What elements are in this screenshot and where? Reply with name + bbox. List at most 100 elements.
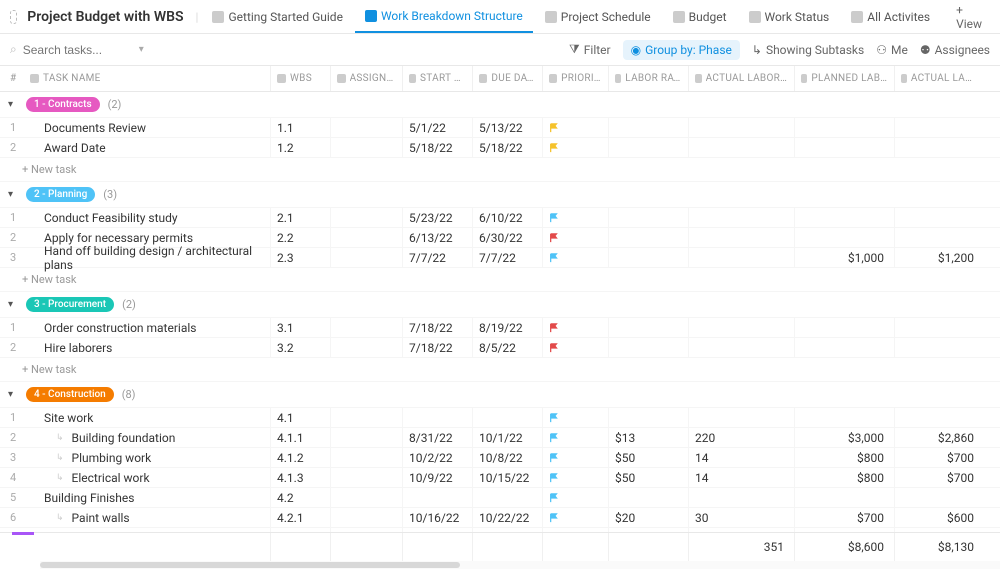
task-row[interactable]: 5Building Finishes4.2 (0, 488, 1000, 508)
cell-wbs[interactable]: 4.2 (270, 488, 330, 507)
cell-rate[interactable] (608, 248, 688, 267)
groupby-button[interactable]: ◉Group by: Phase (623, 40, 740, 60)
group-header[interactable]: ▾3 - Procurement(2) (0, 292, 1000, 318)
col-actual[interactable]: ACTUAL LABOR COST (894, 66, 984, 91)
chevron-down-icon[interactable]: ▾ (8, 99, 18, 110)
task-name[interactable]: Conduct Feasibility study (22, 211, 270, 225)
cell-start[interactable]: 10/16/22 (402, 508, 472, 527)
task-row[interactable]: 3Hand off building design / architectura… (0, 248, 1000, 268)
new-task-button[interactable]: + New task (0, 158, 1000, 182)
cell-due[interactable] (472, 408, 542, 427)
task-row[interactable]: 4↳Electrical work4.1.310/9/2210/15/22$50… (0, 468, 1000, 488)
cell-priority[interactable] (542, 508, 608, 527)
group-header[interactable]: ▾2 - Planning(3) (0, 182, 1000, 208)
cell-actual[interactable]: $700 (894, 468, 984, 487)
cell-wbs[interactable]: 4.1.1 (270, 428, 330, 447)
cell-due[interactable]: 6/10/22 (472, 208, 542, 227)
cell-planned[interactable] (794, 408, 894, 427)
cell-rate[interactable]: $20 (608, 508, 688, 527)
cell-start[interactable] (402, 408, 472, 427)
cell-rate[interactable] (608, 118, 688, 137)
cell-hours[interactable] (688, 138, 794, 157)
cell-actual[interactable] (894, 138, 984, 157)
task-name[interactable]: Award Date (22, 141, 270, 155)
cell-assignee[interactable] (330, 318, 402, 337)
group-header[interactable]: ▾1 - Contracts(2) (0, 92, 1000, 118)
me-button[interactable]: ⚇Me (876, 43, 908, 57)
cell-priority[interactable] (542, 448, 608, 467)
tab[interactable]: Budget (663, 0, 737, 33)
cell-due[interactable]: 10/8/22 (472, 448, 542, 467)
task-row[interactable]: 1Documents Review1.15/1/225/13/22 (0, 118, 1000, 138)
task-list[interactable]: ▾1 - Contracts(2)1Documents Review1.15/1… (0, 92, 1000, 532)
cell-planned[interactable]: $700 (794, 508, 894, 527)
cell-due[interactable]: 8/5/22 (472, 338, 542, 357)
cell-rate[interactable] (608, 408, 688, 427)
cell-planned[interactable]: $800 (794, 468, 894, 487)
cell-assignee[interactable] (330, 228, 402, 247)
cell-planned[interactable]: $1,000 (794, 248, 894, 267)
cell-wbs[interactable]: 4.2.1 (270, 508, 330, 527)
cell-priority[interactable] (542, 408, 608, 427)
cell-due[interactable]: 6/30/22 (472, 228, 542, 247)
cell-hours[interactable] (688, 118, 794, 137)
task-row[interactable]: 1Site work4.1 (0, 408, 1000, 428)
task-row[interactable]: 2Award Date1.25/18/225/18/22 (0, 138, 1000, 158)
cell-rate[interactable] (608, 318, 688, 337)
col-rate[interactable]: LABOR RATE/H... (608, 66, 688, 91)
chevron-down-icon[interactable]: ▾ (8, 389, 18, 400)
cell-priority[interactable] (542, 118, 608, 137)
cell-assignee[interactable] (330, 248, 402, 267)
cell-actual[interactable] (894, 318, 984, 337)
task-row[interactable]: 2↳Building foundation4.1.18/31/2210/1/22… (0, 428, 1000, 448)
search-box[interactable]: ⌕ ▾ (10, 42, 144, 57)
cell-due[interactable]: 5/13/22 (472, 118, 542, 137)
cell-assignee[interactable] (330, 138, 402, 157)
chevron-down-icon[interactable]: ▾ (139, 44, 144, 55)
cell-start[interactable]: 6/13/22 (402, 228, 472, 247)
cell-start[interactable]: 5/18/22 (402, 138, 472, 157)
task-name[interactable]: ↳Electrical work (22, 471, 270, 485)
cell-start[interactable]: 7/18/22 (402, 318, 472, 337)
cell-actual[interactable] (894, 408, 984, 427)
cell-hours[interactable] (688, 208, 794, 227)
cell-rate[interactable]: $13 (608, 428, 688, 447)
cell-wbs[interactable]: 1.1 (270, 118, 330, 137)
task-row[interactable]: 1Order construction materials3.17/18/228… (0, 318, 1000, 338)
tab[interactable]: All Activites (841, 0, 940, 33)
h-scrollbar-thumb[interactable] (40, 562, 460, 568)
cell-due[interactable]: 10/1/22 (472, 428, 542, 447)
cell-planned[interactable] (794, 318, 894, 337)
cell-assignee[interactable] (330, 408, 402, 427)
cell-assignee[interactable] (330, 428, 402, 447)
cell-hours[interactable] (688, 338, 794, 357)
cell-rate[interactable] (608, 338, 688, 357)
cell-priority[interactable] (542, 428, 608, 447)
cell-start[interactable]: 7/18/22 (402, 338, 472, 357)
cell-due[interactable]: 5/18/22 (472, 138, 542, 157)
tab[interactable]: Getting Started Guide (202, 0, 352, 33)
col-start[interactable]: START DATE (402, 66, 472, 91)
cell-assignee[interactable] (330, 208, 402, 227)
new-task-button[interactable]: + New task (0, 358, 1000, 382)
cell-actual[interactable]: $2,860 (894, 428, 984, 447)
cell-actual[interactable]: $1,200 (894, 248, 984, 267)
cell-assignee[interactable] (330, 508, 402, 527)
col-priority[interactable]: PRIORITY (542, 66, 608, 91)
cell-priority[interactable] (542, 248, 608, 267)
cell-planned[interactable] (794, 488, 894, 507)
tab[interactable]: Work Breakdown Structure (355, 0, 533, 33)
cell-due[interactable] (472, 488, 542, 507)
cell-planned[interactable] (794, 118, 894, 137)
task-row[interactable]: 6↳Paint walls4.2.110/16/2210/22/22$2030$… (0, 508, 1000, 528)
cell-actual[interactable]: $700 (894, 448, 984, 467)
cell-start[interactable]: 5/23/22 (402, 208, 472, 227)
col-planned[interactable]: PLANNED LABOR CO... (794, 66, 894, 91)
cell-priority[interactable] (542, 208, 608, 227)
task-name[interactable]: Order construction materials (22, 321, 270, 335)
task-name[interactable]: Hand off building design / architectural… (22, 244, 270, 272)
cell-planned[interactable]: $800 (794, 448, 894, 467)
cell-hours[interactable]: 30 (688, 508, 794, 527)
cell-wbs[interactable]: 1.2 (270, 138, 330, 157)
col-name[interactable]: TASK NAME (22, 73, 270, 84)
